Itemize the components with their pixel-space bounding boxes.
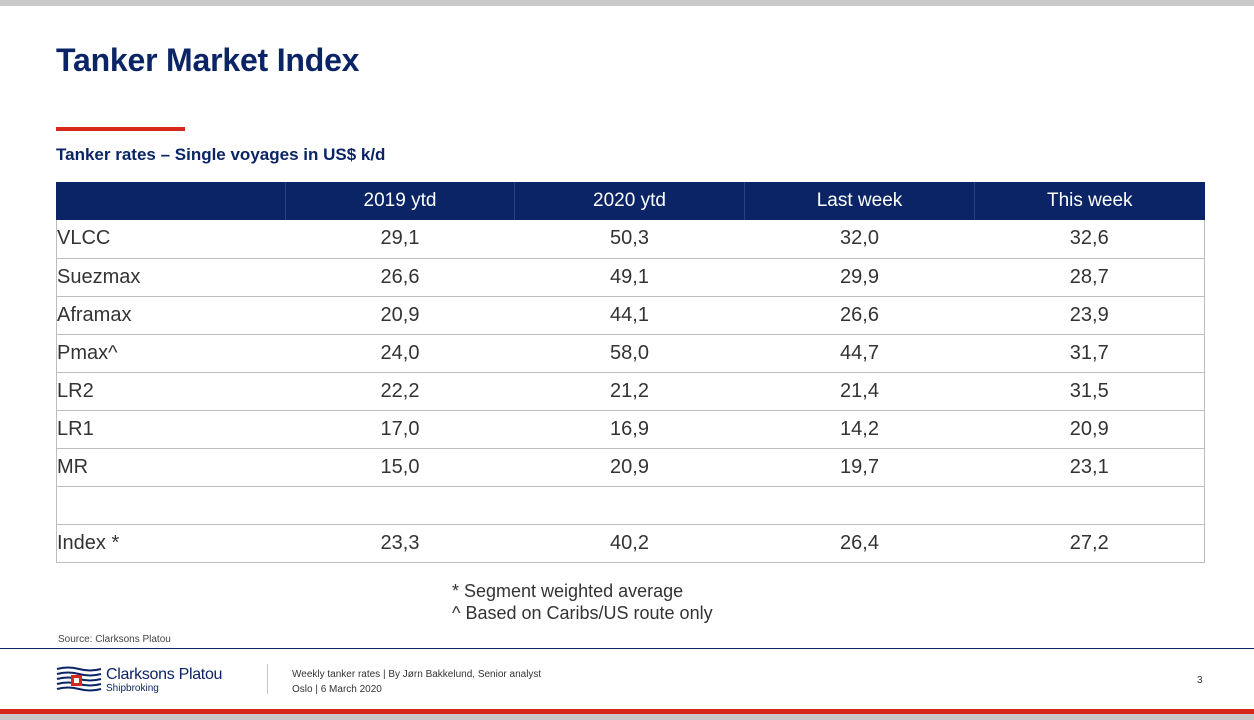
footer-date-line: Oslo | 6 March 2020 — [292, 684, 382, 695]
table-cell: 24,0 — [285, 334, 515, 373]
header-cell: Last week — [744, 182, 975, 220]
source-note: Source: Clarksons Platou — [58, 634, 171, 645]
header-cell — [56, 182, 286, 220]
table-header-row: 2019 ytd 2020 ytd Last week This week — [56, 182, 1205, 220]
brand-subtitle: Shipbroking — [106, 683, 159, 694]
table-cell: 44,1 — [514, 296, 745, 335]
row-label: VLCC — [56, 220, 286, 259]
table-cell: 19,7 — [744, 448, 975, 487]
table-row: LR2 22,2 21,2 21,4 31,5 — [56, 372, 1205, 411]
footer-report-line: Weekly tanker rates | By Jørn Bakkelund,… — [292, 669, 542, 680]
table-row-index: Index * 23,3 40,2 26,4 27,2 — [56, 524, 1205, 563]
table-cell: 22,2 — [285, 372, 515, 411]
table-cell: 26,4 — [744, 524, 975, 563]
footnote: * Segment weighted average — [452, 581, 684, 601]
table-cell: 23,9 — [974, 296, 1205, 335]
table-row: VLCC 29,1 50,3 32,0 32,6 — [56, 220, 1205, 259]
title-accent-bar — [56, 127, 185, 131]
bottom-red-bar — [0, 709, 1254, 714]
table-cell: 29,9 — [744, 258, 975, 297]
table-row: Suezmax 26,6 49,1 29,9 28,7 — [56, 258, 1205, 297]
top-gray-bar — [0, 0, 1254, 6]
table-cell: 49,1 — [514, 258, 745, 297]
table-cell: 23,3 — [285, 524, 515, 563]
table-spacer-row — [56, 486, 1205, 525]
table-cell: 23,1 — [974, 448, 1205, 487]
row-label: LR2 — [56, 372, 286, 411]
table-cell — [974, 486, 1205, 525]
table-cell: 58,0 — [514, 334, 745, 373]
table-footnotes: * Segment weighted average ^ Based on Ca… — [452, 580, 713, 624]
table-cell: 31,5 — [974, 372, 1205, 411]
table-cell: 14,2 — [744, 410, 975, 449]
footer-info: Weekly tanker rates | By Jørn Bakkelund,… — [292, 667, 541, 697]
table-cell: 21,2 — [514, 372, 745, 411]
footnote: ^ Based on Caribs/US route only — [452, 603, 713, 623]
table-row: Aframax 20,9 44,1 26,6 23,9 — [56, 296, 1205, 335]
table-row: Pmax^ 24,0 58,0 44,7 31,7 — [56, 334, 1205, 373]
row-label: MR — [56, 448, 286, 487]
page-number: 3 — [1197, 675, 1203, 686]
table-cell: 26,6 — [285, 258, 515, 297]
table-cell — [744, 486, 975, 525]
table-cell: 28,7 — [974, 258, 1205, 297]
row-label: Index * — [56, 524, 286, 563]
table-cell: 32,0 — [744, 220, 975, 259]
brand-wordmark: Clarksons Platou Shipbroking — [106, 666, 222, 695]
table-cell: 50,3 — [514, 220, 745, 259]
row-label: Suezmax — [56, 258, 286, 297]
table-cell: 20,9 — [974, 410, 1205, 449]
table-subtitle: Tanker rates – Single voyages in US$ k/d — [56, 145, 386, 164]
table-cell: 29,1 — [285, 220, 515, 259]
table-row: MR 15,0 20,9 19,7 23,1 — [56, 448, 1205, 487]
table-cell: 21,4 — [744, 372, 975, 411]
row-label: LR1 — [56, 410, 286, 449]
row-label — [56, 486, 286, 525]
table-cell: 15,0 — [285, 448, 515, 487]
table-cell: 20,9 — [285, 296, 515, 335]
page-title: Tanker Market Index — [56, 42, 360, 78]
tanker-rates-table: 2019 ytd 2020 ytd Last week This week VL… — [56, 182, 1205, 563]
clarksons-logo-icon — [56, 665, 102, 695]
header-cell: This week — [974, 182, 1205, 220]
table-cell — [285, 486, 515, 525]
bottom-gray-bar — [0, 714, 1254, 720]
header-cell: 2020 ytd — [514, 182, 745, 220]
table-cell: 26,6 — [744, 296, 975, 335]
table-cell: 27,2 — [974, 524, 1205, 563]
footer-vertical-divider — [267, 664, 268, 694]
row-label: Pmax^ — [56, 334, 286, 373]
header-cell: 2019 ytd — [285, 182, 515, 220]
table-cell: 44,7 — [744, 334, 975, 373]
table-row: LR1 17,0 16,9 14,2 20,9 — [56, 410, 1205, 449]
brand-name: Clarksons Platou — [106, 666, 223, 683]
table-cell: 32,6 — [974, 220, 1205, 259]
table-cell: 17,0 — [285, 410, 515, 449]
table-cell: 31,7 — [974, 334, 1205, 373]
table-cell: 20,9 — [514, 448, 745, 487]
row-label: Aframax — [56, 296, 286, 335]
footer-divider-line — [0, 648, 1254, 649]
table-cell: 40,2 — [514, 524, 745, 563]
table-cell: 16,9 — [514, 410, 745, 449]
table-cell — [514, 486, 745, 525]
